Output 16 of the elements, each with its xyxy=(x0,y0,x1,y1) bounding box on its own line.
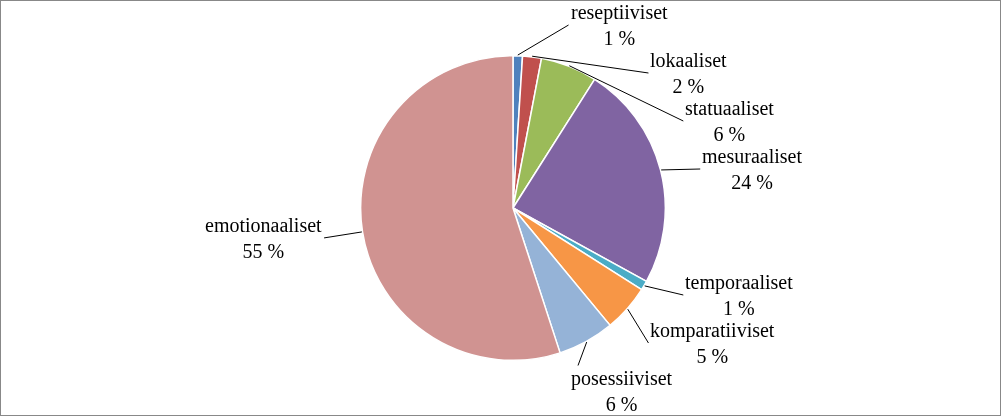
slice-label: emotionaaliset xyxy=(205,214,323,236)
data-label: 6 % xyxy=(605,393,638,415)
data-label: 5 % xyxy=(696,345,729,367)
slice-label: mesuraaliset xyxy=(702,145,803,167)
slice-label: temporaaliset xyxy=(685,271,794,294)
slice-label: komparatiiviset xyxy=(650,319,775,342)
data-label: 1 % xyxy=(723,297,755,319)
slice-label: statuaaliset xyxy=(685,97,775,119)
data-label: 24 % xyxy=(731,171,773,193)
data-label: 2 % xyxy=(672,75,705,97)
data-label: 55 % xyxy=(242,240,285,262)
slice-label: reseptiiviset xyxy=(571,1,669,24)
slice-label: posessiiviset xyxy=(571,367,673,390)
data-label: 6 % xyxy=(713,123,746,145)
slice-label: lokaaliset xyxy=(650,49,728,71)
data-label: 1 % xyxy=(603,27,636,49)
